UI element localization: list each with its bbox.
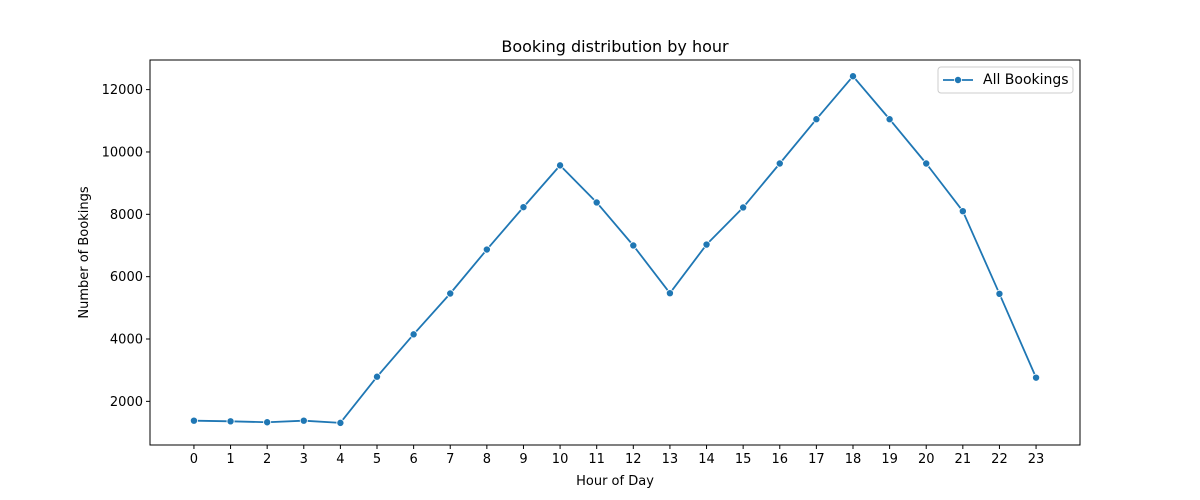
data-point bbox=[848, 72, 857, 81]
x-tick-label: 20 bbox=[918, 452, 935, 467]
data-point bbox=[922, 159, 931, 168]
y-tick-label: 10000 bbox=[102, 145, 143, 160]
x-tick-label: 22 bbox=[991, 452, 1008, 467]
x-tick-label: 19 bbox=[881, 452, 898, 467]
data-point bbox=[958, 207, 967, 216]
x-tick-label: 12 bbox=[625, 452, 642, 467]
x-tick-label: 4 bbox=[336, 452, 344, 467]
data-point bbox=[446, 289, 455, 298]
x-tick-label: 21 bbox=[955, 452, 972, 467]
data-point bbox=[739, 203, 748, 212]
x-tick-label: 18 bbox=[845, 452, 862, 467]
data-point bbox=[336, 418, 345, 427]
data-point bbox=[299, 416, 308, 425]
data-point bbox=[629, 241, 638, 250]
data-point bbox=[1032, 373, 1041, 382]
data-point bbox=[812, 115, 821, 124]
data-point bbox=[226, 417, 235, 426]
data-point bbox=[409, 330, 418, 339]
x-tick-label: 11 bbox=[588, 452, 605, 467]
data-point bbox=[519, 203, 528, 212]
data-point bbox=[775, 159, 784, 168]
legend-marker bbox=[954, 76, 963, 85]
data-point bbox=[189, 416, 198, 425]
x-tick-label: 5 bbox=[373, 452, 381, 467]
x-tick-label: 3 bbox=[300, 452, 308, 467]
x-tick-label: 7 bbox=[446, 452, 454, 467]
x-tick-label: 9 bbox=[519, 452, 527, 467]
x-tick-label: 6 bbox=[409, 452, 417, 467]
series-line bbox=[193, 75, 1037, 424]
data-point bbox=[482, 245, 491, 254]
plot-area bbox=[189, 72, 1041, 427]
x-axis: 0 1 2 3 4 5 6 7 8 9 10 11 12 13 14 15 16 17 18 19 20 21 22 23 bbox=[190, 445, 1045, 467]
data-point bbox=[556, 161, 565, 170]
data-point bbox=[995, 289, 1004, 298]
y-tick-label: 8000 bbox=[110, 208, 143, 223]
legend-box bbox=[937, 66, 1074, 94]
y-axis-label: Number of Bookings bbox=[77, 186, 92, 318]
data-point bbox=[263, 418, 272, 427]
x-axis-label: Hour of Day bbox=[576, 474, 654, 489]
data-point bbox=[702, 240, 711, 249]
y-tick-label: 12000 bbox=[102, 83, 143, 98]
x-tick-label: 1 bbox=[226, 452, 234, 467]
x-tick-label: 14 bbox=[698, 452, 715, 467]
legend: All Bookings bbox=[937, 66, 1074, 94]
data-point bbox=[885, 115, 894, 124]
y-tick-label: 6000 bbox=[110, 270, 143, 285]
y-tick-label: 2000 bbox=[110, 395, 143, 410]
data-point bbox=[373, 372, 382, 381]
x-tick-label: 2 bbox=[263, 452, 271, 467]
x-tick-label: 16 bbox=[771, 452, 788, 467]
data-point bbox=[592, 198, 601, 207]
y-tick-label: 4000 bbox=[110, 333, 143, 348]
x-tick-label: 10 bbox=[552, 452, 569, 467]
x-tick-label: 23 bbox=[1028, 452, 1045, 467]
x-tick-label: 8 bbox=[483, 452, 491, 467]
data-point bbox=[665, 289, 674, 298]
legend-entry-label: All Bookings bbox=[983, 72, 1069, 88]
x-tick-label: 15 bbox=[735, 452, 752, 467]
y-axis: 2000 4000 6000 8000 10000 12000 bbox=[102, 83, 150, 410]
plot-frame bbox=[149, 59, 1081, 446]
x-tick-label: 17 bbox=[808, 452, 825, 467]
x-tick-label: 13 bbox=[662, 452, 679, 467]
x-tick-label: 0 bbox=[190, 452, 198, 467]
chart-title: Booking distribution by hour bbox=[501, 37, 729, 56]
